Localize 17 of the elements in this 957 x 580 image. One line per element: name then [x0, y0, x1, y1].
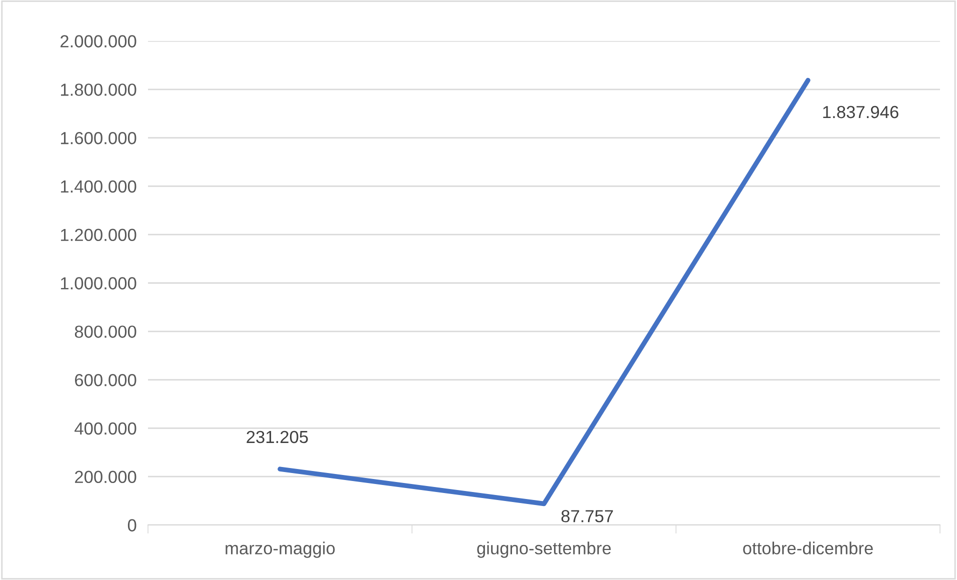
x-tick-label: marzo-maggio	[226, 542, 335, 558]
y-tick-label: 200.000	[75, 470, 136, 484]
y-tick-label: 800.000	[74, 326, 136, 338]
y-tick-label: 2.000.000	[60, 35, 136, 48]
y-tick-label: 1.400.000	[60, 180, 136, 193]
y-tick-label: 1.000.000	[60, 277, 136, 290]
x-tick-label: giugno-settembre	[477, 542, 611, 558]
y-tick-label: 600.000	[75, 374, 136, 386]
y-tick-label: 0	[128, 519, 136, 532]
data-label: 87.757	[561, 510, 613, 522]
y-tick-label: 1.800.000	[60, 84, 136, 96]
data-label: 1.837.946	[823, 106, 898, 118]
y-tick-label: 1.600.000	[60, 132, 136, 144]
y-tick-label: 1.200.000	[60, 228, 136, 242]
data-label: 231.205	[246, 430, 308, 444]
x-tick-label: ottobre-dicembre	[743, 542, 873, 554]
y-tick-label: 400.000	[74, 422, 136, 435]
